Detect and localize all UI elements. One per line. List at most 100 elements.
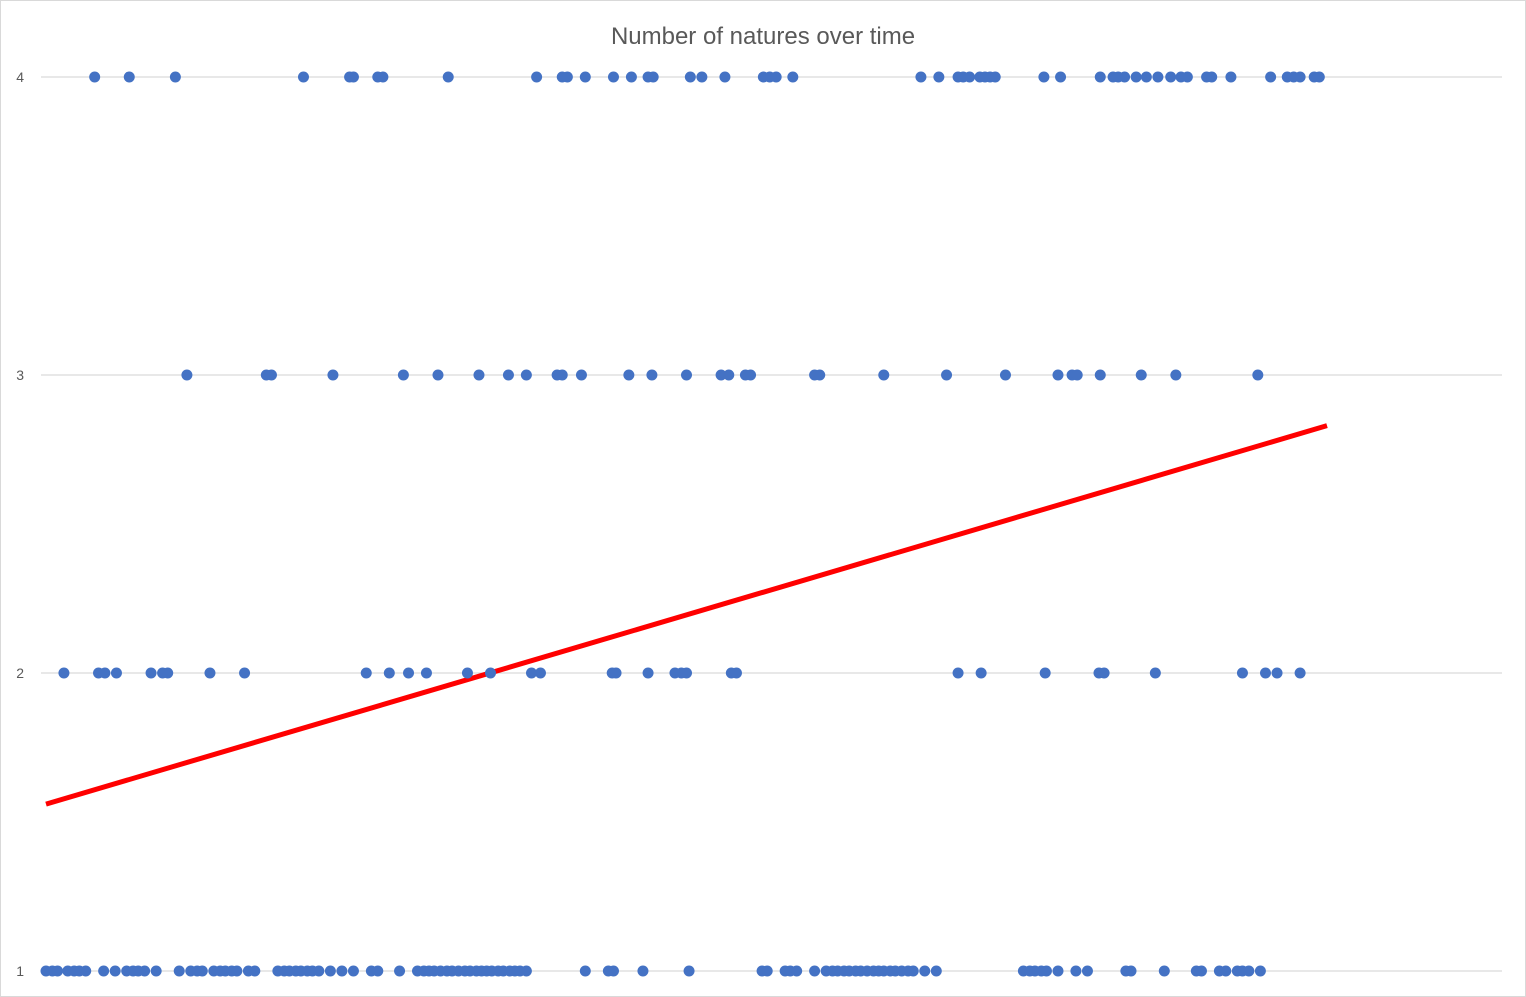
data-point xyxy=(1195,965,1207,977)
data-point xyxy=(1052,965,1064,977)
data-point xyxy=(770,71,782,83)
data-point xyxy=(683,965,695,977)
data-point xyxy=(169,71,181,83)
data-point xyxy=(919,965,931,977)
data-point xyxy=(377,71,389,83)
data-point xyxy=(964,71,976,83)
data-point xyxy=(1039,667,1051,679)
data-point xyxy=(681,667,692,679)
data-point xyxy=(473,369,485,381)
data-point xyxy=(723,369,735,381)
data-point xyxy=(360,667,372,679)
data-point xyxy=(181,369,193,381)
data-point xyxy=(1081,965,1093,977)
data-point xyxy=(1271,667,1283,679)
data-point xyxy=(383,667,395,679)
y-tick-label: 2 xyxy=(16,665,24,681)
gridlines xyxy=(41,76,1502,972)
y-tick-label: 4 xyxy=(16,69,24,85)
data-point xyxy=(579,965,591,977)
data-point xyxy=(684,71,696,83)
data-point xyxy=(145,667,157,679)
data-point xyxy=(915,71,927,83)
data-point xyxy=(1260,667,1272,679)
data-point xyxy=(110,667,122,679)
data-point xyxy=(1098,667,1110,679)
data-point xyxy=(372,965,384,977)
data-point xyxy=(933,71,945,83)
data-point xyxy=(1243,965,1255,977)
data-point xyxy=(58,667,70,679)
data-point xyxy=(637,965,649,977)
data-point xyxy=(336,965,348,977)
data-point xyxy=(607,965,619,977)
data-point xyxy=(1125,965,1137,977)
data-point xyxy=(941,369,953,381)
data-point xyxy=(80,965,92,977)
data-point xyxy=(432,369,444,381)
data-point xyxy=(1170,369,1182,381)
data-point xyxy=(646,369,658,381)
data-point xyxy=(579,71,591,83)
data-point xyxy=(809,965,821,977)
data-point xyxy=(394,965,406,977)
data-point xyxy=(1220,965,1232,977)
data-point xyxy=(139,965,151,977)
data-point xyxy=(196,965,208,977)
data-point xyxy=(989,71,1001,83)
data-point xyxy=(52,965,64,977)
data-point xyxy=(907,965,919,977)
data-point xyxy=(878,369,890,381)
data-points xyxy=(40,71,1325,977)
data-point xyxy=(1094,71,1106,83)
data-point xyxy=(1135,369,1147,381)
data-point xyxy=(1206,71,1218,83)
data-point xyxy=(173,965,185,977)
data-point xyxy=(575,369,587,381)
data-point xyxy=(502,369,514,381)
data-point xyxy=(730,667,742,679)
data-point xyxy=(1225,71,1237,83)
data-point xyxy=(681,369,692,381)
data-point xyxy=(642,667,654,679)
data-point xyxy=(1254,965,1266,977)
data-point xyxy=(485,667,497,679)
data-point xyxy=(347,965,359,977)
data-point xyxy=(952,667,964,679)
data-point xyxy=(397,369,409,381)
y-tick-label: 3 xyxy=(16,367,24,383)
y-axis-ticks: 1 2 3 4 xyxy=(16,69,24,979)
data-point xyxy=(249,965,261,977)
data-point xyxy=(89,71,101,83)
data-point xyxy=(1236,667,1248,679)
data-point xyxy=(787,71,799,83)
data-point xyxy=(715,369,727,381)
chart-title: Number of natures over time xyxy=(611,23,915,50)
data-point xyxy=(719,71,731,83)
data-point xyxy=(791,965,803,977)
trend-line-group xyxy=(45,423,1328,807)
data-point xyxy=(647,71,659,83)
data-point xyxy=(403,667,415,679)
data-point xyxy=(1252,369,1264,381)
data-point xyxy=(556,369,568,381)
data-point xyxy=(531,71,543,83)
data-point xyxy=(442,71,454,83)
data-point xyxy=(1094,369,1106,381)
data-point xyxy=(1294,667,1306,679)
data-point xyxy=(696,71,708,83)
data-point xyxy=(975,667,987,679)
data-point xyxy=(1158,965,1170,977)
data-point xyxy=(265,369,277,381)
trend-line xyxy=(45,423,1328,807)
data-point xyxy=(327,369,339,381)
data-point xyxy=(162,667,174,679)
data-point xyxy=(347,71,359,83)
data-point xyxy=(150,965,162,977)
data-point xyxy=(461,667,473,679)
data-point xyxy=(610,667,622,679)
data-point xyxy=(109,965,121,977)
data-point xyxy=(525,667,537,679)
